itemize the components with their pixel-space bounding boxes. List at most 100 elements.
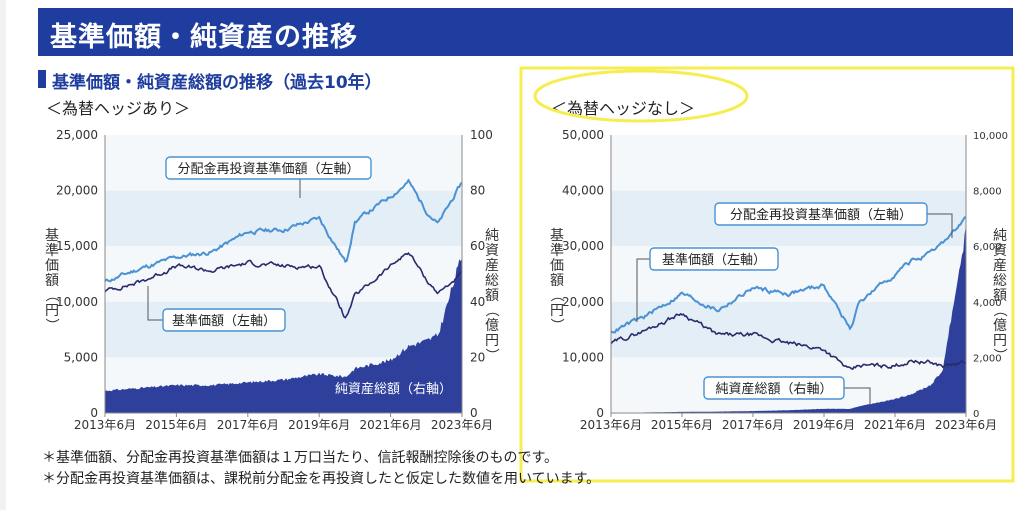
grid-band bbox=[611, 135, 966, 191]
y-right-axis-label: 純 bbox=[993, 228, 1007, 244]
x-tick-label: 2021年6月 bbox=[864, 418, 926, 432]
y-left-axis-label: 基 bbox=[45, 227, 59, 244]
y-left-axis-label: ） bbox=[43, 318, 59, 332]
y-left-axis-label: 価 bbox=[45, 258, 59, 274]
chart-1: ＜為替ヘッジあり＞ 0 5,000 10,000 15,000 20,000 25,000 0… bbox=[43, 99, 499, 432]
callout-box bbox=[649, 247, 779, 271]
y-right-tick-label: 60 bbox=[470, 239, 485, 253]
y-right-axis-label: 産 bbox=[485, 258, 499, 274]
grid-band bbox=[611, 301, 966, 358]
series-net-assets-area bbox=[105, 258, 462, 413]
callout-leader bbox=[147, 286, 163, 321]
series-reinvest-line bbox=[104, 178, 463, 283]
y-right-axis-label: 資 bbox=[993, 243, 1007, 259]
y-right-axis-label: 億 bbox=[485, 318, 499, 334]
y-right-axis-label: 総 bbox=[485, 273, 499, 289]
y-left-tick-label: 40,000 bbox=[562, 184, 604, 198]
series-label: 基準価額（左軸） bbox=[662, 252, 766, 268]
y-left-tick-label: 10,000 bbox=[562, 350, 604, 364]
series-label: 分配金再投資基準価額（左軸） bbox=[730, 207, 912, 223]
y-right-axis-label: 産 bbox=[993, 258, 1007, 274]
y-right-axis-label: ） bbox=[483, 348, 499, 362]
y-right-axis-label: （ bbox=[991, 303, 1007, 317]
chart-subtitle: ＜為替ヘッジなし＞ bbox=[551, 99, 695, 118]
y-left-axis-label: 円 bbox=[550, 303, 564, 319]
y-right-tick-label: 40 bbox=[470, 295, 485, 309]
section-title-text: 基準価額・純資産総額の推移（過去10年） bbox=[52, 73, 382, 93]
y-right-tick-label: 8,000 bbox=[973, 187, 1002, 198]
y-right-tick-label: 20 bbox=[470, 350, 485, 364]
x-tick-label: 2019年6月 bbox=[288, 418, 350, 432]
y-left-axis-label: （ bbox=[548, 288, 564, 302]
y-right-axis-label: （ bbox=[483, 303, 499, 317]
footnote-2: ＊分配金再投資基準価額は、課税前分配金を再投資したと仮定した数値を用いています。 bbox=[42, 471, 601, 487]
y-right-tick-label: 0 bbox=[973, 409, 979, 420]
y-right-axis-label: 円 bbox=[485, 333, 499, 349]
section-marker bbox=[38, 70, 46, 88]
x-tick-label: 2021年6月 bbox=[360, 418, 422, 432]
highlight-box bbox=[519, 66, 1015, 483]
y-right-tick-label: 80 bbox=[470, 184, 485, 198]
page-title: 基準価額・純資産の推移 bbox=[50, 22, 358, 53]
callout-leader bbox=[927, 213, 953, 238]
grid-band bbox=[105, 190, 462, 247]
x-tick-label: 2017年6月 bbox=[217, 418, 279, 432]
y-left-axis-label: ） bbox=[548, 318, 564, 332]
y-left-tick-label: 30,000 bbox=[562, 239, 604, 253]
y-left-tick-label: 10,000 bbox=[56, 295, 98, 309]
y-right-axis-label: 額 bbox=[993, 288, 1007, 304]
series-nav-line bbox=[610, 312, 967, 371]
page-title-bar: 基準価額・純資産の推移 bbox=[38, 8, 1013, 56]
y-left-axis-label: 基 bbox=[550, 227, 564, 244]
x-tick-label: 2017年6月 bbox=[722, 418, 784, 432]
chart-2: ＜為替ヘッジなし＞ 0 10,000 20,000 30,000 40,000 50,000… bbox=[548, 99, 1008, 432]
y-left-tick-label: 50,000 bbox=[562, 128, 604, 142]
series-label: 基準価額（左軸） bbox=[172, 313, 276, 329]
callout-box bbox=[703, 376, 845, 400]
y-left-axis-label: （ bbox=[43, 288, 59, 302]
chart-subtitle: ＜為替ヘッジあり＞ bbox=[46, 99, 190, 118]
y-left-axis-label: 準 bbox=[550, 243, 564, 259]
y-right-tick-label: 10,000 bbox=[973, 131, 1008, 142]
y-right-axis-label: 純 bbox=[485, 228, 499, 244]
left-edge-strip bbox=[0, 0, 6, 510]
y-right-axis-label: 円 bbox=[993, 333, 1007, 349]
y-right-axis-label: 総 bbox=[993, 273, 1007, 289]
highlight-ellipse bbox=[533, 69, 749, 123]
y-right-axis-label: 億 bbox=[993, 318, 1007, 334]
y-left-axis-label: 額 bbox=[45, 273, 59, 289]
callout-leader bbox=[844, 387, 871, 405]
y-right-axis-label: 額 bbox=[485, 288, 499, 304]
y-left-axis-label: 準 bbox=[45, 243, 59, 259]
x-tick-label: 2013年6月 bbox=[580, 418, 642, 432]
y-right-axis-label: 資 bbox=[485, 243, 499, 259]
y-left-axis-label: 額 bbox=[550, 273, 564, 289]
y-left-tick-label: 15,000 bbox=[56, 239, 98, 253]
y-right-tick-label: 2,000 bbox=[973, 353, 1002, 364]
series-label: 純資産総額（右軸） bbox=[715, 381, 832, 397]
y-right-tick-label: 6,000 bbox=[973, 242, 1002, 253]
series-reinvest-line bbox=[610, 216, 967, 334]
y-left-axis-label: 価 bbox=[550, 258, 564, 274]
callout-box bbox=[714, 202, 928, 226]
footnotes: ＊基準価額、分配金再投資基準価額は１万口当たり、信託報酬控除後のものです。 ＊分… bbox=[42, 448, 600, 490]
series-label: 分配金再投資基準価額（左軸） bbox=[177, 161, 359, 177]
x-tick-label: 2015年6月 bbox=[651, 418, 713, 432]
y-right-tick-label: 0 bbox=[470, 406, 478, 420]
y-left-tick-label: 0 bbox=[596, 406, 604, 420]
x-tick-label: 2013年6月 bbox=[74, 418, 136, 432]
y-left-tick-label: 20,000 bbox=[56, 184, 98, 198]
callout-leader bbox=[636, 258, 650, 322]
y-left-axis-label: 円 bbox=[45, 303, 59, 319]
highlight-annotation bbox=[519, 66, 1015, 483]
y-left-tick-label: 5,000 bbox=[64, 350, 98, 364]
x-tick-label: 2023年6月 bbox=[935, 418, 997, 432]
series-nav-line bbox=[104, 252, 463, 319]
y-right-tick-label: 4,000 bbox=[973, 298, 1002, 309]
callout-box bbox=[165, 156, 372, 180]
callout-box bbox=[162, 308, 286, 332]
x-tick-label: 2019年6月 bbox=[793, 418, 855, 432]
y-right-axis-label: ） bbox=[991, 348, 1007, 362]
y-left-tick-label: 25,000 bbox=[56, 128, 98, 142]
